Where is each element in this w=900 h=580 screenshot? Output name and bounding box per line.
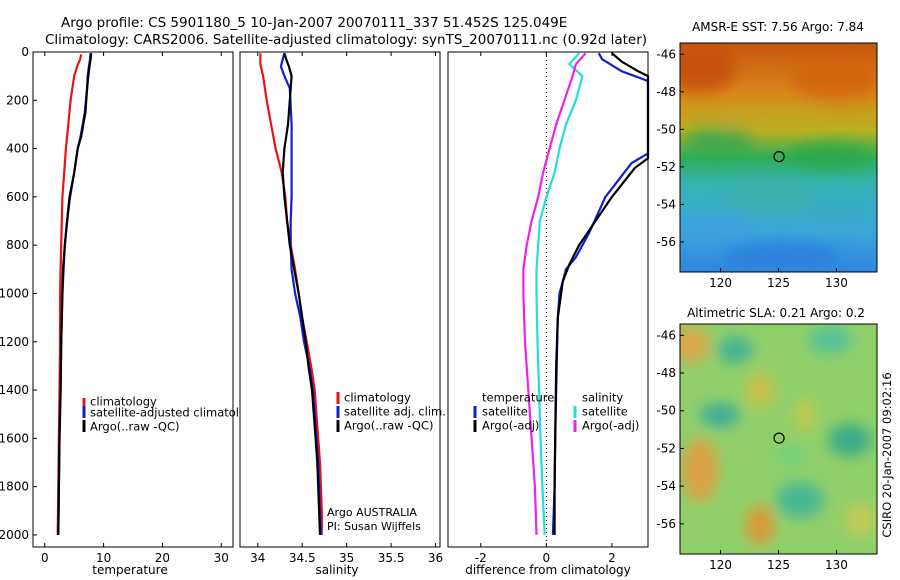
temperature-xlabel: temperature (92, 563, 167, 577)
map-x-tick-label: 130 (825, 558, 848, 572)
salinity-xlabel: salinity (315, 563, 358, 577)
map-x-tick-label: 120 (709, 558, 732, 572)
x-tick-label: 20 (155, 551, 170, 565)
y-tick-label: 1800 (0, 480, 29, 494)
map-y-tick-label: -50 (656, 404, 676, 418)
legend-argo: Argo(..raw -QC) (344, 419, 434, 433)
y-tick-label: 1600 (0, 431, 29, 445)
sst-heatmap (680, 43, 877, 272)
map-x-tick-label: 130 (825, 276, 848, 290)
sla-heatmap (680, 324, 877, 554)
map-y-tick-label: -46 (656, 47, 676, 61)
legend-satellite-adj: satellite adj. clim. (344, 405, 446, 419)
legend-sal-satellite: satellite (582, 405, 628, 419)
map-y-tick-label: -48 (656, 366, 676, 380)
temperature-panel: 0 10 20 30 0 200 400 600 800 1000 1200 1400 1600 1800… (0, 45, 260, 577)
y-tick-label: 1200 (0, 335, 29, 349)
sla-map-axes: 120 125 130 -46 -48 -50 -52 -54 -56 (656, 328, 848, 572)
annotation-argo-australia: Argo AUSTRALIA (327, 506, 417, 519)
legend-sal-argo: Argo(-adj) (582, 419, 639, 433)
sla-map-panel: Altimetric SLA: 0.21 Argo: 0.2 120 125 130… (656, 306, 878, 572)
salinity-legend: climatology satellite adj. clim. Argo(..… (336, 391, 446, 433)
sst-map-title: AMSR-E SST: 7.56 Argo: 7.84 (692, 20, 864, 34)
temperature-plot: 0 10 20 30 0 200 400 600 800 1000 1200 1400 1600 1800… (0, 45, 229, 565)
legend-temp-argo: Argo(-adj) (482, 419, 539, 433)
x-tick-label: -2 (475, 551, 487, 565)
series-line-cyan (535, 52, 584, 535)
salinity-panel: 34 34.5 35 35.5 36 climatology satellite adj… (239, 51, 446, 577)
argo-location-marker (773, 432, 785, 444)
map-y-tick-label: -56 (656, 235, 676, 249)
difference-xlabel: difference from climatology (465, 563, 631, 577)
y-tick-label: 200 (6, 93, 29, 107)
annotation-pi: PI: Susan Wijffels (327, 520, 421, 533)
x-tick-label: 35.5 (378, 551, 405, 565)
header-line2: Climatology: CARS2006. Satellite-adjuste… (45, 32, 647, 48)
difference-panel: -2 0 2 temperature satellite Argo(-adj) sa… (447, 51, 650, 577)
map-y-tick-label: -54 (656, 479, 676, 493)
series-line-magenta (522, 52, 587, 535)
series-line-black (553, 52, 650, 535)
y-tick-label: 1000 (0, 286, 29, 300)
x-tick-label: 36 (428, 551, 443, 565)
map-y-tick-label: -50 (656, 122, 676, 136)
difference-legend: temperature satellite Argo(-adj) salinit… (473, 391, 639, 433)
map-y-tick-label: -52 (656, 441, 676, 455)
x-tick-label: 0 (41, 551, 49, 565)
sst-map-panel: AMSR-E SST: 7.56 Argo: 7.84 120 125 130 -46… (656, 20, 878, 290)
legend-salinity-heading: salinity (582, 391, 623, 405)
sst-map-axes: 120 125 130 -46 -48 -50 -52 -54 -56 (656, 47, 848, 290)
map-y-tick-label: -52 (656, 160, 676, 174)
legend-argo: Argo(..raw -QC) (90, 420, 180, 434)
map-y-tick-label: -54 (656, 197, 676, 211)
header-line1: Argo profile: CS 5901180_5 10-Jan-2007 2… (61, 15, 567, 31)
legend-temp-satellite: satellite (482, 405, 528, 419)
legend-satellite-adjusted: satellite-adjusted climatology (90, 406, 260, 420)
y-tick-label: 2000 (0, 528, 29, 542)
x-tick-label: 10 (96, 551, 111, 565)
map-y-tick-label: -56 (656, 517, 676, 531)
temperature-legend: climatology satellite-adjusted climatolo… (82, 395, 260, 434)
legend-climatology: climatology (344, 391, 411, 405)
y-tick-label: 1400 (0, 383, 29, 397)
x-tick-label: 34.5 (289, 551, 316, 565)
x-tick-label: 0 (543, 551, 551, 565)
series-line-black (57, 53, 93, 535)
x-tick-label: 34 (250, 551, 265, 565)
sla-map-title: Altimetric SLA: 0.21 Argo: 0.2 (687, 306, 865, 320)
series-line-black (281, 52, 322, 535)
map-x-tick-label: 120 (709, 276, 732, 290)
map-y-tick-label: -48 (656, 85, 676, 99)
y-tick-label: 400 (6, 142, 29, 156)
y-tick-label: 0 (21, 45, 29, 59)
legend-climatology: climatology (90, 395, 157, 409)
map-x-tick-label: 125 (767, 558, 790, 572)
side-label: CSIRO 20-Jan-2007 09:02:16 (880, 372, 894, 537)
y-tick-label: 800 (6, 238, 29, 252)
map-x-tick-label: 125 (767, 276, 790, 290)
x-tick-label: 30 (214, 551, 229, 565)
x-tick-label: 35 (339, 551, 354, 565)
salinity-plot: 34 34.5 35 35.5 36 (250, 52, 443, 565)
argo-location-marker (773, 150, 785, 163)
difference-plot: -2 0 2 (475, 52, 650, 565)
x-tick-label: 2 (608, 551, 616, 565)
legend-temperature-heading: temperature (482, 391, 554, 405)
map-y-tick-label: -46 (656, 328, 676, 342)
y-tick-label: 600 (6, 190, 29, 204)
